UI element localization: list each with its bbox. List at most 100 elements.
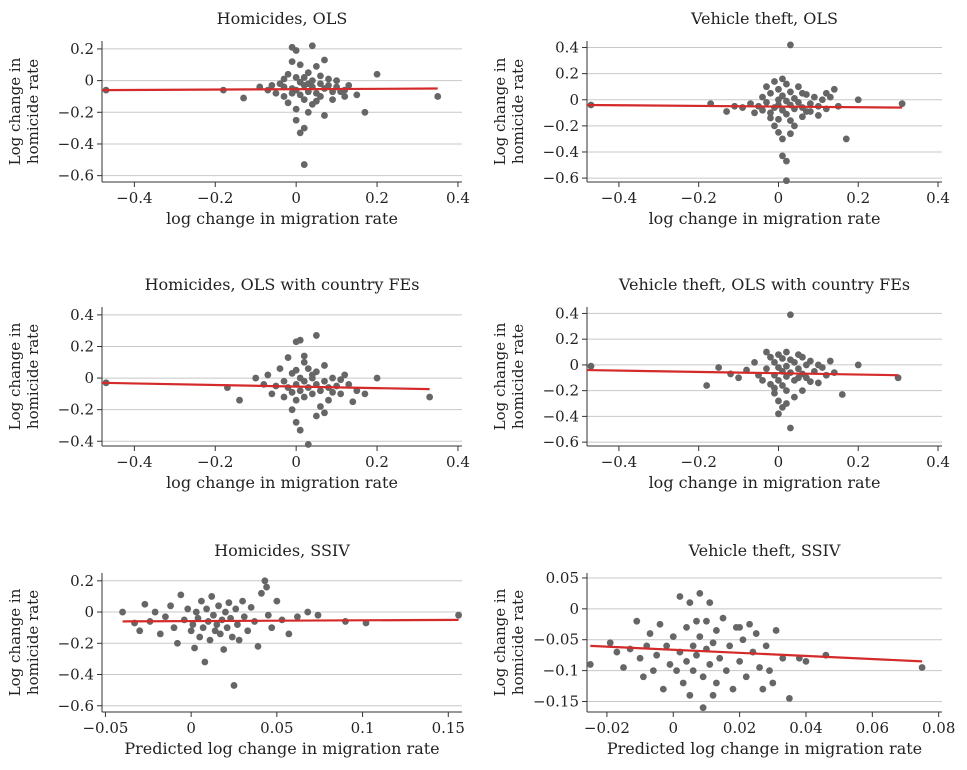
y-tick-label: −0.6: [58, 167, 94, 185]
scatter-point: [167, 602, 174, 610]
scatter-point: [798, 89, 806, 97]
scatter-point: [719, 614, 727, 622]
scatter-point: [321, 409, 328, 417]
y-tick-label: 0: [569, 600, 579, 618]
scatter-point: [783, 387, 790, 395]
scatter-point: [329, 374, 336, 382]
scatter-point: [779, 135, 786, 143]
scatter-point: [791, 122, 798, 130]
y-tick-label: 0: [569, 91, 579, 109]
scatter-point: [232, 605, 240, 613]
scatter-point: [676, 593, 684, 600]
panel-title: Homicides, OLS with country FEs: [145, 275, 420, 294]
y-tick-label: −0.4: [543, 407, 579, 425]
scatter-point: [288, 406, 296, 414]
y-axis-label: homicide rate: [24, 324, 42, 429]
scatter-point: [321, 112, 328, 119]
scatter-point: [779, 382, 786, 389]
scatter-point: [723, 108, 731, 115]
scatter-point: [284, 70, 292, 78]
x-tick-label: −0.2: [197, 453, 233, 471]
scatter-point: [703, 617, 710, 625]
scatter-point: [268, 81, 276, 89]
scatter-point: [767, 89, 774, 97]
scatter-point: [706, 599, 714, 607]
scatter-point: [284, 99, 292, 107]
scatter-point: [119, 608, 126, 616]
scatter-point: [254, 643, 262, 650]
scatter-point: [317, 403, 324, 410]
scatter-point: [739, 636, 747, 644]
scatter-point: [261, 577, 269, 585]
scatter-point: [814, 361, 822, 369]
scatter-point: [663, 642, 671, 650]
scatter-point: [686, 599, 694, 607]
scatter-point: [317, 72, 324, 80]
scatter-point: [613, 648, 621, 656]
scatter-point: [767, 109, 774, 117]
scatter-point: [337, 390, 345, 398]
scatter-point: [659, 685, 667, 693]
scatter-point: [751, 109, 758, 117]
scatter-point: [426, 393, 434, 401]
scatter-point: [177, 591, 185, 599]
scatter-point: [341, 371, 349, 379]
scatter-point: [236, 396, 243, 404]
y-tick-label: −0.4: [543, 143, 579, 161]
scatter-point: [783, 400, 790, 407]
scatter-point: [775, 397, 782, 405]
scatter-point: [206, 636, 214, 644]
panel-title: Vehicle theft, OLS with country FEs: [618, 275, 910, 294]
scatter-point: [699, 704, 707, 712]
scatter-point: [798, 113, 806, 121]
scatter-point: [292, 366, 300, 374]
scatter-point: [636, 654, 644, 662]
scatter-point: [787, 130, 794, 138]
y-tick-label: −0.2: [58, 634, 94, 652]
scatter-point: [252, 374, 260, 382]
panel-title: Homicides, SSIV: [214, 541, 350, 560]
scatter-point: [240, 613, 248, 621]
scatter-point: [373, 70, 381, 78]
scatter-point: [693, 617, 700, 625]
scatter-point: [763, 98, 770, 106]
scatter-point: [775, 410, 782, 418]
y-tick-label: −0.15: [533, 692, 579, 710]
scatter-point: [312, 62, 320, 70]
y-axis-label: homicide rate: [509, 59, 527, 164]
scatter-point: [703, 382, 711, 389]
scatter-point: [296, 91, 304, 99]
scatter-point: [798, 387, 806, 395]
y-tick-label: −0.6: [543, 433, 579, 451]
scatter-point: [223, 624, 231, 632]
scatter-point: [280, 377, 288, 385]
scatter-point: [345, 380, 353, 388]
scatter-point: [767, 114, 774, 122]
scatter-point: [235, 636, 243, 644]
y-tick-label: −0.2: [543, 117, 579, 135]
scatter-point: [669, 633, 677, 641]
x-tick-label: 0.2: [365, 453, 389, 471]
scatter-point: [696, 589, 704, 597]
scatter-point: [791, 393, 798, 401]
scatter-point: [751, 358, 758, 366]
scatter-point: [854, 361, 862, 369]
fit-line: [122, 618, 459, 623]
scatter-point: [763, 348, 770, 356]
scatter-point: [174, 639, 181, 647]
panel-6: Vehicle theft, SSIV −0.15 −0.1 −0.05 0 0.05 −0…: [491, 541, 955, 758]
panel-5: Homicides, SSIV −0.6 −0.4 −0.2 0 0.2 −0.05 0 0.0…: [6, 541, 465, 758]
scatter-point: [225, 599, 233, 607]
y-axis-label: Log change in: [491, 588, 509, 696]
scatter-point: [898, 100, 906, 108]
y-tick-label: 0: [569, 356, 579, 374]
x-tick-label: 0.2: [365, 189, 389, 207]
scatter-point: [783, 110, 790, 118]
scatter-point: [300, 96, 308, 104]
fit-line: [586, 368, 899, 377]
scatter-point: [244, 627, 252, 635]
x-tick-label: 0.4: [926, 453, 950, 471]
x-tick-label: 0.06: [856, 719, 889, 737]
scatter-point: [752, 630, 760, 637]
x-tick-label: 0.2: [846, 189, 870, 207]
